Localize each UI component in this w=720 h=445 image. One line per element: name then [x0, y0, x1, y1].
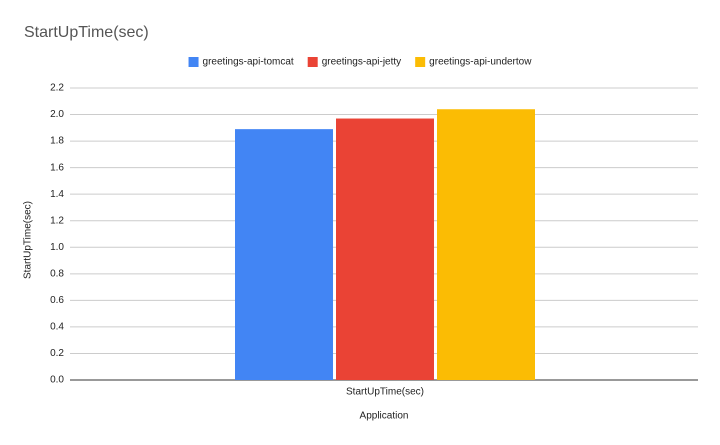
- legend-swatch: [188, 57, 199, 67]
- legend-swatch: [415, 57, 426, 67]
- x-tick-label: StartUpTime(sec): [346, 387, 424, 398]
- legend-swatch: [307, 57, 318, 67]
- y-tick-label: 0.6: [50, 295, 64, 306]
- legend-label: greetings-api-tomcat: [203, 57, 294, 68]
- chart-title: StartUpTime(sec): [24, 24, 149, 41]
- y-tick-label: 1.8: [50, 136, 64, 147]
- bar: [235, 129, 333, 380]
- y-tick-label: 0.0: [50, 375, 64, 386]
- y-tick-label: 1.2: [50, 215, 64, 226]
- y-axis-title: StartUpTime(sec): [23, 201, 34, 279]
- bar: [437, 109, 535, 381]
- y-tick-label: 2.2: [50, 83, 64, 94]
- y-tick-label: 0.8: [50, 268, 64, 279]
- y-tick-label: 1.0: [50, 242, 64, 253]
- y-tick-label: 0.4: [50, 322, 64, 333]
- x-axis-title: Application: [360, 411, 409, 422]
- bar: [336, 118, 434, 380]
- legend-label: greetings-api-jetty: [322, 57, 401, 68]
- y-tick-label: 1.6: [50, 162, 64, 173]
- y-tick-label: 2.0: [50, 109, 64, 120]
- y-tick-label: 0.2: [50, 348, 64, 359]
- legend-label: greetings-api-undertow: [429, 57, 532, 68]
- y-tick-label: 1.4: [50, 189, 64, 200]
